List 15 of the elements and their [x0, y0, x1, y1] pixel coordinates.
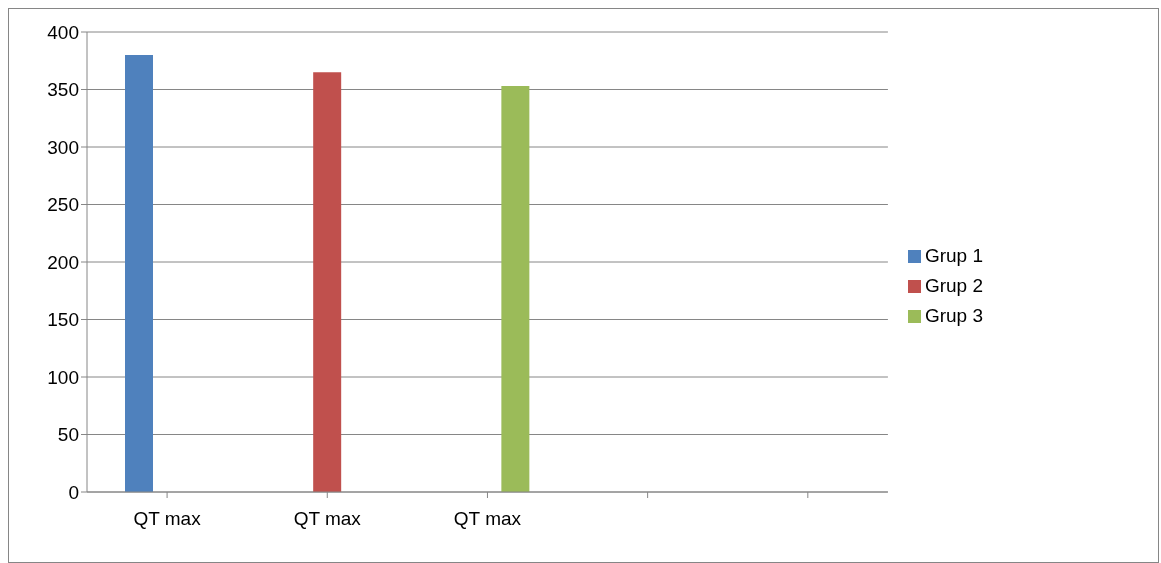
legend-label: Grup 2	[924, 274, 983, 296]
x-tick-label: QT max	[293, 508, 362, 530]
y-tick-label: 250	[47, 194, 79, 216]
y-tick-label: 200	[47, 251, 79, 273]
y-tick-label: 100	[47, 366, 79, 388]
legend-label: Grup 3	[924, 304, 983, 326]
x-tick-label: QT max	[453, 508, 522, 530]
y-tick-label: 350	[47, 79, 79, 101]
y-tick-label: 150	[47, 309, 79, 331]
y-tick-label: 50	[57, 424, 79, 446]
y-tick-label: 300	[47, 136, 79, 158]
y-tick-label: 0	[68, 481, 79, 503]
y-tick-label: 400	[47, 21, 79, 43]
x-tick-label: QT max	[133, 508, 202, 530]
legend-label: Grup 1	[924, 244, 983, 266]
